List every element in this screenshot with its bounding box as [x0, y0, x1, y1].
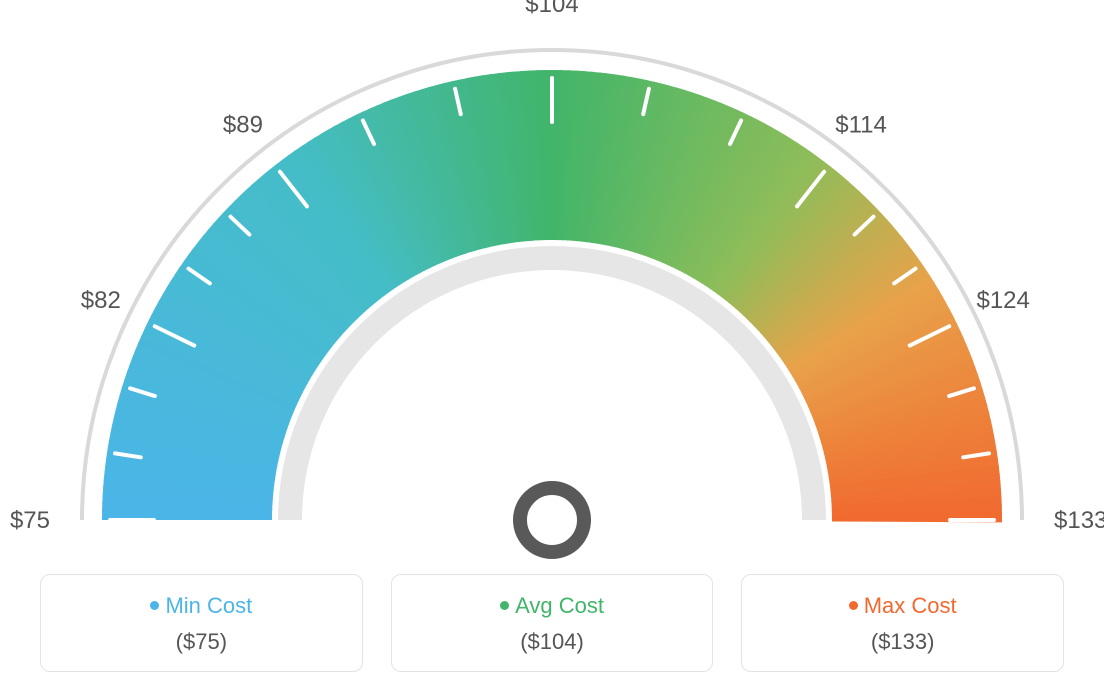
needle-hub: [520, 488, 584, 552]
legend-row: Min Cost ($75) Avg Cost ($104) Max Cost …: [0, 574, 1104, 672]
tick-label: $133: [1054, 507, 1104, 534]
tick-label: $82: [81, 287, 121, 314]
legend-label-avg: Avg Cost: [515, 593, 604, 618]
cost-gauge: $75 $82 $89 $104 $114 $124 $133: [0, 0, 1104, 560]
legend-label-min: Min Cost: [165, 593, 252, 618]
dot-icon: [500, 601, 509, 610]
tick-label: $114: [835, 111, 887, 138]
tick-label: $104: [525, 0, 578, 18]
gauge-svg: $75 $82 $89 $104 $114 $124 $133: [0, 0, 1104, 560]
tick-label: $124: [976, 287, 1029, 314]
legend-card-avg: Avg Cost ($104): [391, 574, 714, 672]
legend-title-min: Min Cost: [51, 593, 352, 619]
legend-value-avg: ($104): [402, 629, 703, 655]
tick-label: $75: [10, 507, 50, 534]
legend-value-min: ($75): [51, 629, 352, 655]
legend-title-avg: Avg Cost: [402, 593, 703, 619]
legend-card-min: Min Cost ($75): [40, 574, 363, 672]
legend-label-max: Max Cost: [864, 593, 957, 618]
legend-card-max: Max Cost ($133): [741, 574, 1064, 672]
tick-label: $89: [223, 111, 263, 138]
legend-title-max: Max Cost: [752, 593, 1053, 619]
dot-icon: [150, 601, 159, 610]
legend-value-max: ($133): [752, 629, 1053, 655]
dot-icon: [849, 601, 858, 610]
